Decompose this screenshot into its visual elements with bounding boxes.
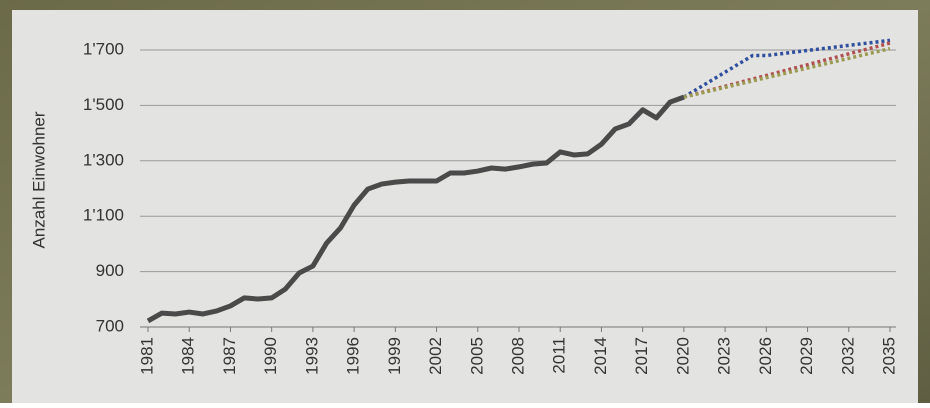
x-tick-label: 2014 — [591, 337, 610, 375]
y-tick-label: 900 — [96, 261, 124, 280]
x-tick-label: 2032 — [838, 337, 857, 375]
x-tick-label: 1993 — [302, 337, 321, 375]
x-tick-label: 1999 — [385, 337, 404, 375]
x-tick-label: 2005 — [467, 337, 486, 375]
x-tick-label: 2029 — [797, 337, 816, 375]
y-tick-label: 1'700 — [83, 39, 124, 58]
x-tick-label: 1981 — [137, 337, 156, 375]
x-tick-label: 1984 — [179, 337, 198, 375]
x-tick-label: 2026 — [756, 337, 775, 375]
x-tick-label: 1990 — [261, 337, 280, 375]
x-tick-label: 2035 — [879, 337, 898, 375]
series-line — [682, 38, 891, 99]
y-tick-label: 1'500 — [83, 95, 124, 114]
x-tick-label: 2023 — [715, 337, 734, 375]
series-line — [683, 46, 891, 99]
x-tick-label: 1987 — [220, 337, 239, 375]
x-tick-label: 1996 — [344, 337, 363, 375]
y-tick-label: 1'100 — [83, 206, 124, 225]
x-tick-label: 2002 — [426, 337, 445, 375]
x-tick-label: 2020 — [673, 337, 692, 375]
series-line — [146, 94, 685, 324]
y-tick-label: 700 — [96, 316, 124, 335]
x-tick-label: 2017 — [632, 337, 651, 375]
y-axis-label: Anzahl Einwohner — [29, 111, 48, 248]
x-tick-label: 2011 — [550, 337, 569, 374]
y-tick-label: 1'300 — [83, 150, 124, 169]
x-tick-label: 2008 — [508, 337, 527, 375]
